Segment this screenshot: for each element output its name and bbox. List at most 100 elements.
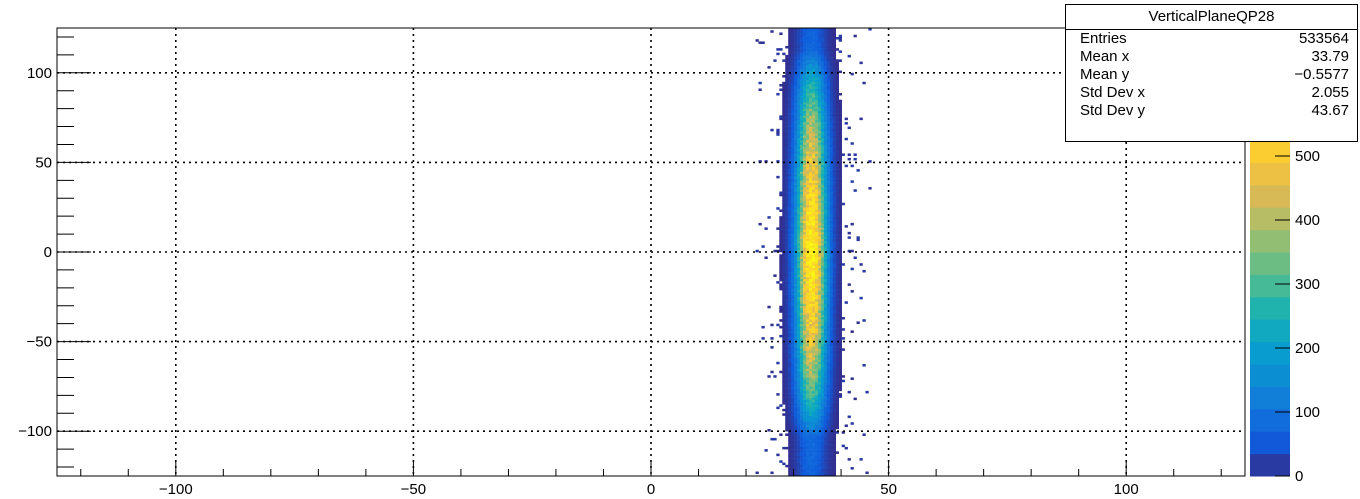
heatmap-cell [826,361,831,365]
heatmap-cell [809,169,813,172]
heatmap-cell [806,366,810,369]
heatmap-cell [809,45,813,49]
heatmap-cell [803,364,807,367]
heatmap-cell [794,375,798,378]
heatmap-cell [838,299,842,302]
heatmap-cell [814,135,819,139]
heatmap-cell [785,160,789,163]
heatmap-cell [794,294,798,298]
heatmap-cell [823,140,828,143]
heatmap-cell [835,124,839,127]
heatmap-cell [788,144,792,148]
heatmap-cell [776,245,780,248]
heatmap-cell [826,48,831,51]
heatmap-cell [794,113,798,116]
heatmap-cell [788,52,792,56]
heatmap-cell [832,408,837,412]
heatmap-cell [803,207,807,210]
heatmap-cell [809,142,813,145]
heatmap-cell [809,198,813,201]
heatmap-cell [823,59,828,62]
heatmap-cell [809,348,813,351]
heatmap-cell [856,238,860,242]
heatmap-cell [806,258,810,262]
heatmap-cell [800,66,804,69]
heatmap-cell [803,442,807,445]
heatmap-cell [823,301,828,304]
heatmap-cell [806,355,810,358]
heatmap-cell [791,359,795,363]
heatmap-cell [791,54,795,58]
heatmap-cell [838,142,842,145]
heatmap-cell [797,310,801,313]
heatmap-cell [791,357,795,360]
heatmap-cell [817,54,822,58]
heatmap-cell [838,287,842,291]
heatmap-cell [829,234,834,237]
heatmap-cell [817,451,822,454]
heatmap-cell [829,402,834,405]
heatmap-cell [829,415,834,419]
heatmap-cell [835,285,839,289]
heatmap-cell [794,225,798,228]
heatmap-cell [811,245,816,248]
heatmap-cell [820,90,825,94]
heatmap-cell [811,368,816,372]
heatmap-cell [809,39,813,42]
heatmap-cell [806,384,810,387]
heatmap-cell [791,180,795,183]
heatmap-cell [826,117,831,121]
heatmap-cell [800,39,804,42]
heatmap-cell [835,171,839,174]
heatmap-cell [782,119,786,123]
heatmap-cell [814,101,819,105]
heatmap-cell [832,182,837,186]
heatmap-cell [826,95,831,98]
heatmap-cell [788,377,792,380]
heatmap-cell [791,397,795,401]
heatmap-cell [823,254,828,257]
heatmap-cell [791,137,795,141]
heatmap-cell [806,276,810,280]
heatmap-cell [803,377,807,380]
heatmap-cell [809,61,813,65]
heatmap-cell [803,258,807,262]
heatmap-cell [814,308,819,311]
heatmap-cell [817,128,822,132]
heatmap-cell [814,164,819,168]
heatmap-cell [785,377,789,380]
heatmap-cell [794,301,798,304]
heatmap-cell [817,276,822,280]
heatmap-cell [823,240,828,244]
heatmap-cell [826,204,831,208]
heatmap-cell [761,337,765,340]
heatmap-cell [800,101,804,105]
heatmap-cell [829,144,834,148]
heatmap-cell [823,256,828,260]
heatmap-cell [811,240,816,244]
heatmap-cell [817,337,822,340]
heatmap-cell [820,384,825,387]
heatmap-cell [791,213,795,217]
heatmap-cell [832,350,837,354]
heatmap-cell [811,113,816,116]
heatmap-cell [788,314,792,318]
heatmap-cell [782,157,786,161]
heatmap-cell [841,263,845,266]
stats-value: 33.79 [1311,48,1349,65]
heatmap-cell [814,157,819,161]
heatmap-cell [779,227,783,230]
heatmap-cell [838,209,842,212]
heatmap-cell [838,39,842,42]
heatmap-cell [835,386,839,389]
heatmap-cell [829,50,834,53]
heatmap-cell [809,426,813,430]
heatmap-cell [823,406,828,410]
heatmap-cell [835,157,839,161]
heatmap-cell [820,106,825,109]
heatmap-cell [832,325,837,329]
heatmap-cell [823,236,828,239]
heatmap-cell [803,146,807,150]
heatmap-cell [811,296,816,300]
heatmap-cell [817,180,822,183]
